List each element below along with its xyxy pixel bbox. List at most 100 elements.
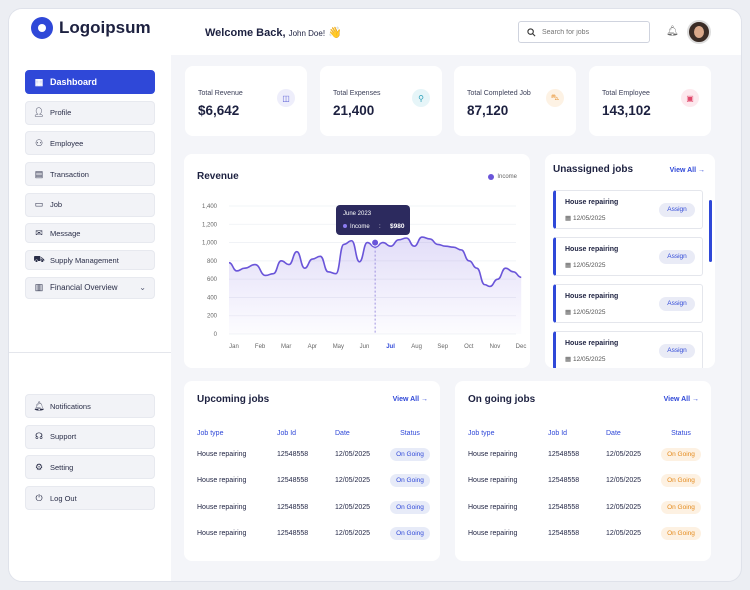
- upcoming-jobs-title: Upcoming jobs: [197, 394, 270, 405]
- status-badge: On Going: [390, 447, 430, 461]
- x-tick-label: May: [333, 344, 344, 350]
- table-row[interactable]: House repairing 12548558 12/05/2025 On G…: [468, 468, 701, 495]
- table-row[interactable]: House repairing 12548558 12/05/2025 On G…: [197, 468, 430, 495]
- x-tick-label: Dec: [516, 344, 527, 350]
- legend-label: Income: [497, 174, 517, 180]
- search-box[interactable]: [518, 21, 650, 43]
- job-type-cell: House repairing: [197, 450, 247, 458]
- date-cell: 12/05/2025: [335, 477, 371, 485]
- sidebar-item-supply-management[interactable]: ⛟ Supply Management: [25, 250, 155, 271]
- table-row[interactable]: House repairing 12548558 12/05/2025 On G…: [197, 441, 430, 468]
- x-tick-label: Sep: [437, 344, 448, 350]
- y-tick-label: 800: [207, 259, 218, 265]
- stat-value: 143,102: [602, 103, 651, 118]
- column-header: Status: [671, 430, 691, 437]
- status-badge: On Going: [390, 527, 430, 541]
- table-row[interactable]: House repairing 12548558 12/05/2025 On G…: [468, 521, 701, 548]
- assign-button[interactable]: Assign: [659, 297, 695, 311]
- table-row[interactable]: House repairing 12548558 12/05/2025 On G…: [197, 494, 430, 521]
- user-check-icon: ⚲: [412, 89, 430, 107]
- headset-icon: ☊: [35, 431, 43, 442]
- gear-icon: ⚙: [34, 461, 44, 472]
- sidebar-item-financial-overview[interactable]: ▥ Financial Overview ⌄: [25, 276, 155, 299]
- ongoing-jobs-table: Job type Job Id Date Status House repair…: [468, 426, 701, 547]
- sidebar-item-setting[interactable]: ⚙ Setting: [25, 455, 155, 480]
- sidebar-item-label: Log Out: [50, 493, 77, 503]
- status-cell: On Going: [390, 441, 430, 468]
- arrow-right-icon: →: [698, 167, 705, 174]
- unassigned-job-item[interactable]: House repairing ▦ 12/05/2025 Assign: [553, 284, 703, 323]
- stat-label: Total Employee: [602, 90, 650, 97]
- status-cell: On Going: [390, 494, 430, 521]
- app-window: Logoipsum ▦ Dashboard 👤︎ Profile ⚇ Emplo…: [8, 8, 742, 582]
- x-tick-label: Jan: [229, 344, 239, 350]
- search-input[interactable]: [542, 28, 642, 36]
- sidebar-item-job[interactable]: ▭ Job: [25, 192, 155, 217]
- brand-logo[interactable]: Logoipsum: [31, 17, 151, 39]
- sidebar-item-profile[interactable]: 👤︎ Profile: [25, 100, 155, 125]
- sidebar-item-employee[interactable]: ⚇ Employee: [25, 131, 155, 156]
- unassigned-view-all-link[interactable]: View All →: [670, 167, 705, 174]
- sidebar-item-label: Setting: [50, 462, 74, 472]
- unassigned-job-item[interactable]: House repairing ▦ 12/05/2025 Assign: [553, 237, 703, 276]
- sidebar-item-logout[interactable]: ⏻ Log Out: [25, 486, 155, 511]
- x-tick-label: Feb: [255, 344, 266, 350]
- sidebar-item-message[interactable]: ✉ Message: [25, 223, 155, 244]
- sidebar: Logoipsum ▦ Dashboard 👤︎ Profile ⚇ Emplo…: [9, 9, 171, 581]
- job-id-cell: 12548558: [548, 450, 580, 458]
- revenue-series-line: [228, 236, 522, 288]
- user-avatar[interactable]: [687, 20, 711, 44]
- assign-button[interactable]: Assign: [659, 344, 695, 358]
- unassigned-scrollbar[interactable]: [709, 200, 712, 262]
- date-cell: 12/05/2025: [606, 477, 642, 485]
- unassigned-title: Unassigned jobs: [553, 164, 634, 175]
- assign-button[interactable]: Assign: [659, 203, 695, 217]
- job-date-value: 12/05/2025: [572, 309, 606, 316]
- column-header: Status: [400, 430, 420, 437]
- view-all-label: View All: [392, 396, 420, 403]
- job-title: House repairing: [565, 340, 619, 347]
- grid-icon: ▦: [34, 76, 44, 87]
- wave-emoji: 👋: [328, 27, 342, 39]
- unassigned-job-item[interactable]: House repairing ▦ 12/05/2025 Assign: [553, 331, 703, 368]
- job-type-cell: House repairing: [468, 503, 518, 511]
- revenue-chart[interactable]: 0 200 400 600 800 1,000 1,200 1,400 Jan Feb Mar Ap…: [184, 154, 530, 368]
- column-header: Date: [606, 430, 621, 437]
- unassigned-job-item[interactable]: House repairing ▦ 12/05/2025 Assign: [553, 190, 703, 229]
- sidebar-item-support[interactable]: ☊ Support: [25, 424, 155, 449]
- tooltip-month: June 2023: [343, 211, 372, 217]
- column-header: Job type: [468, 430, 495, 437]
- tooltip-separator: :: [379, 224, 381, 230]
- table-row[interactable]: House repairing 12548558 12/05/2025 On G…: [468, 441, 701, 468]
- chart-legend: Income: [488, 174, 517, 180]
- sidebar-item-label: Notifications: [50, 401, 91, 411]
- job-date: ▦ 12/05/2025: [565, 261, 606, 269]
- sidebar-item-transaction[interactable]: ▤ Transaction: [25, 162, 155, 187]
- job-title: House repairing: [565, 246, 619, 253]
- notification-bell-icon[interactable]: 🔔︎: [666, 26, 679, 37]
- chevron-down-icon: ⌄: [139, 283, 146, 293]
- arrow-right-icon: →: [421, 396, 428, 403]
- mail-icon: ✉: [35, 227, 43, 238]
- sidebar-item-notifications[interactable]: 🔔︎ Notifications: [25, 394, 155, 418]
- legend-dot: [488, 174, 495, 180]
- job-id-cell: 12548558: [548, 477, 580, 485]
- wallet-icon: ◫: [277, 89, 295, 107]
- table-row[interactable]: House repairing 12548558 12/05/2025 On G…: [197, 521, 430, 548]
- x-tick-label: Oct: [464, 344, 474, 350]
- upcoming-view-all-link[interactable]: View All →: [393, 396, 428, 403]
- sidebar-item-label: Supply Management: [50, 255, 119, 265]
- sidebar-divider: [9, 352, 171, 353]
- top-header: Welcome Back, John Doe! 👋 🔔︎: [171, 9, 741, 55]
- main-nav: ▦ Dashboard 👤︎ Profile ⚇ Employee ▤ Tran…: [25, 70, 155, 306]
- highlight-point[interactable]: [371, 238, 380, 247]
- table-row[interactable]: House repairing 12548558 12/05/2025 On G…: [468, 494, 701, 521]
- assign-button[interactable]: Assign: [659, 250, 695, 264]
- ongoing-view-all-link[interactable]: View All →: [664, 396, 699, 403]
- sidebar-item-dashboard[interactable]: ▦ Dashboard: [25, 70, 155, 94]
- y-tick-label: 1,000: [202, 241, 218, 247]
- user-name: John Doe!: [288, 29, 326, 38]
- chart-icon: ▥: [34, 282, 44, 293]
- logout-icon: ⏻: [35, 492, 43, 503]
- tooltip-value: $980: [390, 223, 405, 230]
